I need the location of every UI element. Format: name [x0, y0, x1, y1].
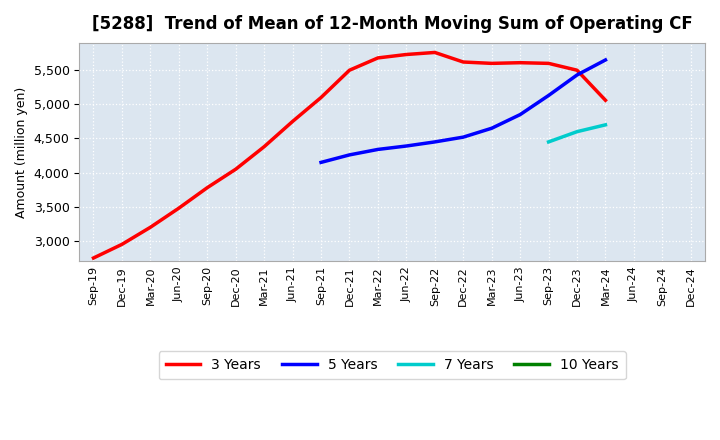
Line: 3 Years: 3 Years — [94, 52, 606, 258]
3 Years — [402, 52, 410, 57]
Line: 5 Years: 5 Years — [321, 60, 606, 162]
7 Years — [544, 139, 553, 145]
3 Years — [374, 55, 382, 61]
3 Years — [601, 98, 610, 103]
5 Years — [516, 112, 524, 117]
3 Years — [459, 59, 467, 65]
5 Years — [487, 125, 496, 131]
3 Years — [487, 61, 496, 66]
5 Years — [402, 143, 410, 149]
5 Years — [317, 160, 325, 165]
3 Years — [317, 95, 325, 100]
Legend: 3 Years, 5 Years, 7 Years, 10 Years: 3 Years, 5 Years, 7 Years, 10 Years — [158, 352, 626, 379]
5 Years — [345, 152, 354, 158]
3 Years — [431, 50, 439, 55]
5 Years — [374, 147, 382, 152]
3 Years — [516, 60, 524, 65]
5 Years — [431, 139, 439, 145]
3 Years — [572, 68, 581, 73]
3 Years — [288, 119, 297, 124]
3 Years — [544, 61, 553, 66]
5 Years — [572, 72, 581, 77]
5 Years — [459, 135, 467, 140]
Title: [5288]  Trend of Mean of 12-Month Moving Sum of Operating CF: [5288] Trend of Mean of 12-Month Moving … — [91, 15, 693, 33]
5 Years — [544, 93, 553, 98]
5 Years — [601, 57, 610, 62]
3 Years — [203, 185, 212, 191]
7 Years — [601, 122, 610, 128]
3 Years — [146, 225, 155, 230]
3 Years — [345, 68, 354, 73]
3 Years — [260, 144, 269, 149]
3 Years — [117, 242, 126, 247]
3 Years — [174, 205, 183, 211]
7 Years — [572, 129, 581, 134]
3 Years — [231, 167, 240, 172]
Y-axis label: Amount (million yen): Amount (million yen) — [15, 87, 28, 218]
Line: 7 Years: 7 Years — [549, 125, 606, 142]
3 Years — [89, 255, 98, 260]
